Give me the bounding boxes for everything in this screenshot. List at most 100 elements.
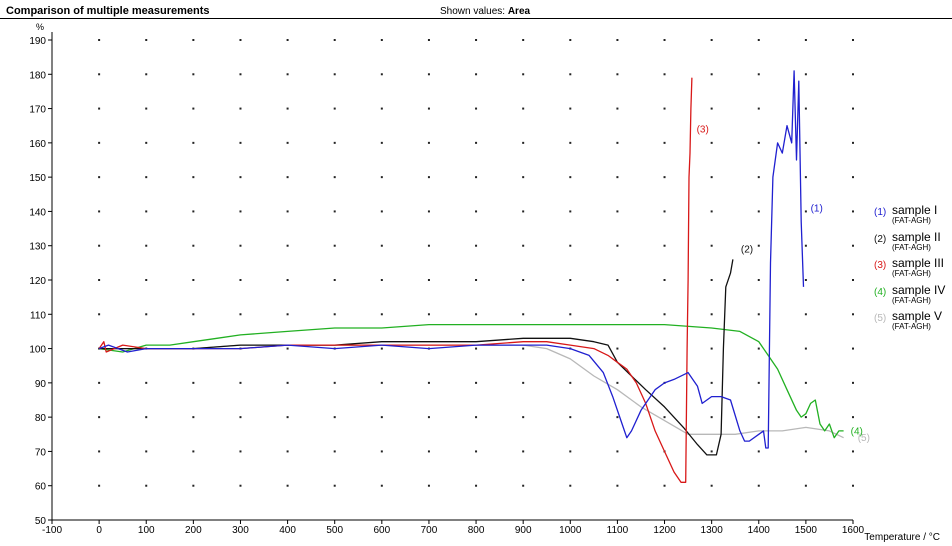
legend-item: (3) sample III (FAT-AGH) [872,256,952,286]
grid-dot [475,141,478,144]
series-end-label: (4) [851,426,863,437]
grid-dot [286,313,289,316]
grid-dot [333,176,336,179]
legend-name: sample I [892,203,938,217]
grid-dot [475,381,478,384]
series-line [99,344,844,439]
grid-dot [380,39,383,41]
grid-dot [522,244,525,247]
x-tick-label: 100 [138,525,155,536]
grid-dot [427,107,430,110]
grid-dot [616,210,619,213]
grid-dot [286,484,289,487]
grid-dot [380,210,383,213]
grid-dot [569,107,572,110]
grid-dot [475,73,478,76]
grid-dot [569,416,572,419]
grid-dot [475,107,478,110]
grid-dot [804,141,807,144]
grid-dot [757,484,760,487]
series-line [99,323,844,439]
grid-dot [475,450,478,453]
x-axis-label: Temperature / °C [864,532,940,543]
grid-dot [475,210,478,213]
grid-dot [663,484,666,487]
grid-dot [804,107,807,110]
grid-dot [333,141,336,144]
grid-dot [569,450,572,453]
x-tick-label: 1200 [653,525,676,536]
legend-number: (4) [874,286,887,298]
grid-dot [522,381,525,384]
grid-dot [757,107,760,110]
grid-dot [192,416,195,419]
grid-dot [804,381,807,384]
series-end-label: (3) [697,125,709,136]
grid-dot [710,176,713,179]
grid-dot [852,313,854,316]
y-tick-label: 150 [29,173,46,184]
grid-dot [380,450,383,453]
grid-dot [663,244,666,247]
series-line [99,259,734,456]
grid-dot [475,484,478,487]
grid-dot [239,313,242,316]
grid-dot [333,416,336,419]
grid-dot [522,416,525,419]
grid-dot [710,279,713,281]
x-tick-label: 700 [421,525,438,536]
y-tick-label: 70 [35,447,47,458]
grid-dot [804,484,807,487]
grid-dot [145,210,148,213]
grid-dot [852,107,854,110]
x-tick-label: 200 [185,525,202,536]
y-tick-label: 100 [29,345,46,356]
grid-dot [710,381,713,384]
grid-dot [145,176,148,179]
grid-dot [192,73,195,76]
grid-dot [98,484,101,487]
y-tick-label: 170 [29,105,46,116]
grid-dot [663,141,666,144]
grid-dot [475,244,478,247]
series-line [98,70,805,449]
grid-dot [239,484,242,487]
grid-dot [333,450,336,453]
grid-dot [192,107,195,110]
grid-dot [522,210,525,213]
grid-dot [804,279,807,281]
y-tick-label: 50 [35,516,47,527]
y-tick-label: 190 [29,36,46,47]
grid-dot [239,279,242,281]
grid-dot [380,416,383,419]
grid-dot [98,313,101,316]
legend-number: (5) [874,313,887,324]
grid-dot [569,381,572,384]
grid-dot [145,279,148,281]
grid-dot [98,381,101,384]
grid-dot [239,210,242,213]
grid-dot [380,313,383,316]
grid-dot [757,176,760,179]
grid-dot [852,39,854,41]
legend-subtitle: (FAT-AGH) [892,322,931,331]
legend-item: (4) sample IV (FAT-AGH) [872,283,952,313]
x-tick-label: -100 [42,525,62,536]
grid-dot [333,279,336,281]
grid-dot [710,73,713,76]
y-tick-label: 130 [29,242,46,253]
grid-dot [427,313,430,316]
grid-dot [286,141,289,144]
grid-dot [145,313,148,316]
grid-dot [98,450,101,453]
grid-dot [757,210,760,213]
grid-dot [522,176,525,179]
grid-dot [616,73,619,76]
x-tick-label: 400 [279,525,296,536]
grid-dot [427,416,430,419]
grid-dot [663,416,666,419]
grid-dot [192,484,195,487]
grid-dot [616,416,619,419]
series-line [98,77,693,483]
